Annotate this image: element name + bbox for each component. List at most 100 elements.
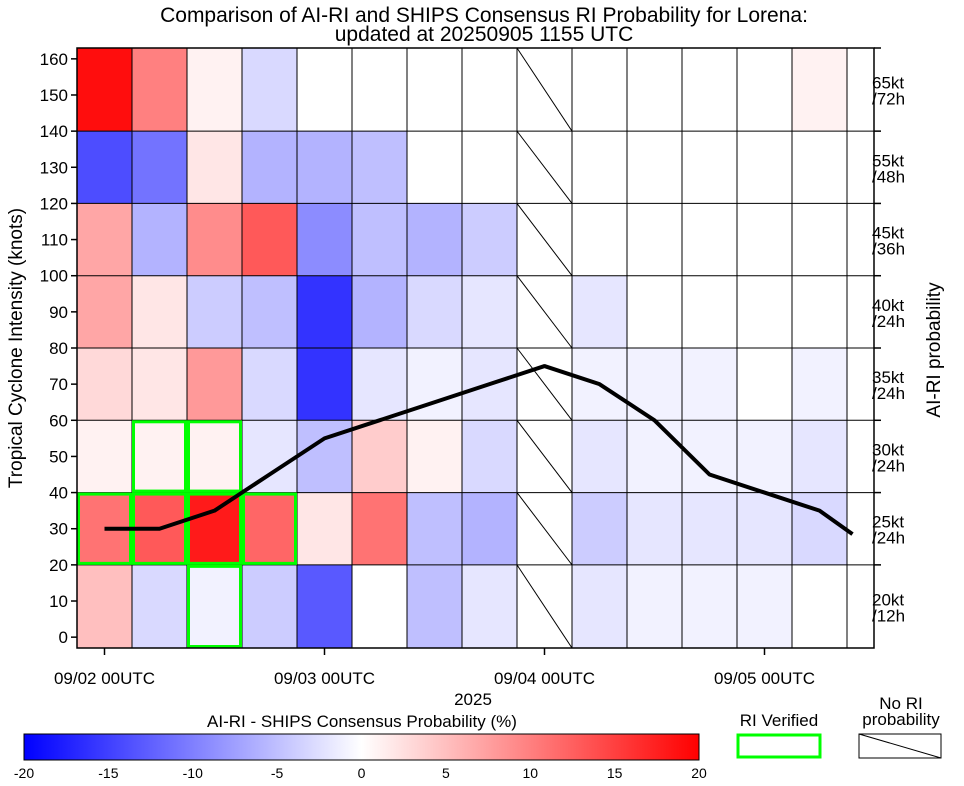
heatmap-cell (572, 48, 627, 132)
year-label: 2025 (454, 690, 492, 709)
heatmap-cell (407, 564, 462, 648)
heatmap-cell (132, 275, 187, 348)
band-label-line2: /12h (872, 606, 905, 625)
heatmap-cell (77, 348, 132, 421)
heatmap-cell (297, 48, 352, 132)
intensity-line-layer (104, 364, 854, 536)
ri-verified-box (187, 492, 242, 565)
no-ri-diagonal (516, 203, 573, 277)
no-ri-legend-diagonal (858, 733, 942, 759)
heatmap-cell (792, 348, 847, 421)
heatmap-cell (462, 275, 517, 348)
no-ri-diagonal (516, 492, 573, 566)
colorbar-tick-label: -10 (183, 765, 203, 781)
no-ri-diagonal (516, 130, 573, 204)
heatmap-cell (572, 564, 627, 648)
y-tick-label: 0 (59, 628, 68, 647)
chart-title-line1: Comparison of AI-RI and SHIPS Consensus … (160, 4, 808, 27)
colorbar-tick-label: -15 (98, 765, 118, 781)
heatmap-cell (407, 492, 462, 565)
heatmap-cell (572, 275, 627, 348)
heatmap-cell (792, 203, 847, 276)
y-tick-label: 160 (40, 50, 68, 69)
colorbar-tick-label: 20 (691, 765, 707, 781)
heatmap-cell (462, 203, 517, 276)
x-tick-label: 09/02 00UTC (54, 669, 155, 688)
colorbar-ticks: -20 -15 -10 -5 0 5 10 15 20 (14, 765, 707, 781)
colorbar-tick-label: 0 (358, 765, 366, 781)
heatmap-cell (627, 420, 682, 493)
heatmap-cell (627, 275, 682, 348)
heatmap-cell (407, 131, 462, 204)
heatmap-cell (407, 275, 462, 348)
heatmap-cell (77, 131, 132, 204)
y-tick-label: 10 (49, 592, 68, 611)
colorbar-tick-label: 15 (607, 765, 623, 781)
heatmap-cell (352, 48, 407, 132)
heatmap-cell (242, 275, 297, 348)
ri-verified-legend-swatch (736, 733, 822, 759)
heatmap-cell (682, 348, 737, 421)
band-label-line1: 30kt (872, 440, 904, 459)
ri-verified-box (132, 420, 187, 493)
no-ri-legend-label-1: No RI (879, 694, 922, 713)
y-tick-label: 110 (41, 231, 68, 250)
band-label-line1: 45kt (872, 224, 904, 243)
ri-verified-legend-label: RI Verified (740, 711, 818, 730)
band-label-line2: /24h (872, 384, 905, 403)
y-tick-label: 40 (49, 484, 68, 503)
x-tick-label: 09/04 00UTC (494, 669, 595, 688)
heatmap-cell (682, 131, 737, 204)
y-tick-label: 60 (49, 411, 68, 430)
no-ri-diagonal (516, 564, 573, 649)
y-tick-label: 100 (40, 267, 68, 286)
heatmap-cell (242, 131, 297, 204)
heatmap-cell (407, 420, 462, 493)
y-tick-label: 130 (40, 158, 68, 177)
no-ri-diagonal (516, 419, 573, 493)
y-tick-label: 90 (49, 303, 68, 322)
band-label-line1: 20kt (872, 590, 904, 609)
heatmap-cell (77, 203, 132, 276)
heatmap-cell (352, 420, 407, 493)
heatmap-cell (572, 131, 627, 204)
heatmap-cell (682, 492, 737, 565)
heatmap-cell (242, 203, 297, 276)
no-ri-diagonal (516, 275, 573, 349)
no-ri-diagonal (516, 47, 573, 132)
heatmap-cell (132, 564, 187, 648)
heatmap-cell (572, 203, 627, 276)
band-label-line1: 65kt (872, 74, 904, 93)
band-label-line2: /36h (872, 240, 905, 259)
heatmap-cell (737, 420, 792, 493)
heatmap-cell (242, 348, 297, 421)
colorbar-tick-label: -20 (14, 765, 34, 781)
heatmap-cell (792, 48, 847, 132)
no-ri-diagonal (516, 347, 573, 421)
heatmap-cell (77, 275, 132, 348)
heatmap-cell (132, 348, 187, 421)
heatmap-cell (132, 203, 187, 276)
heatmap-cell (627, 564, 682, 648)
heatmap-cell (297, 203, 352, 276)
heatmap-cell (737, 275, 792, 348)
ri-verified-boxes (77, 420, 297, 649)
heatmap-cell (407, 48, 462, 132)
heatmap-cell (352, 275, 407, 348)
heatmap-cell (682, 564, 737, 648)
band-label-line2: /24h (872, 312, 905, 331)
heatmap-cell (792, 564, 847, 648)
heatmap-cell (77, 48, 132, 132)
intensity-line (104, 364, 854, 536)
heatmap-cell (187, 131, 242, 204)
heatmap-cell (242, 420, 297, 493)
heatmap-cell (352, 203, 407, 276)
band-label-line1: 35kt (872, 368, 904, 387)
colorbar-title: AI-RI - SHIPS Consensus Probability (%) (207, 712, 517, 731)
heatmap-cell (407, 203, 462, 276)
y-axis-label: Tropical Cyclone Intensity (knots) (6, 208, 27, 488)
band-label-line1: 25kt (872, 513, 904, 532)
y-tick-label: 20 (49, 556, 68, 575)
y-tick-label: 140 (40, 122, 68, 141)
heatmap-cell (462, 564, 517, 648)
